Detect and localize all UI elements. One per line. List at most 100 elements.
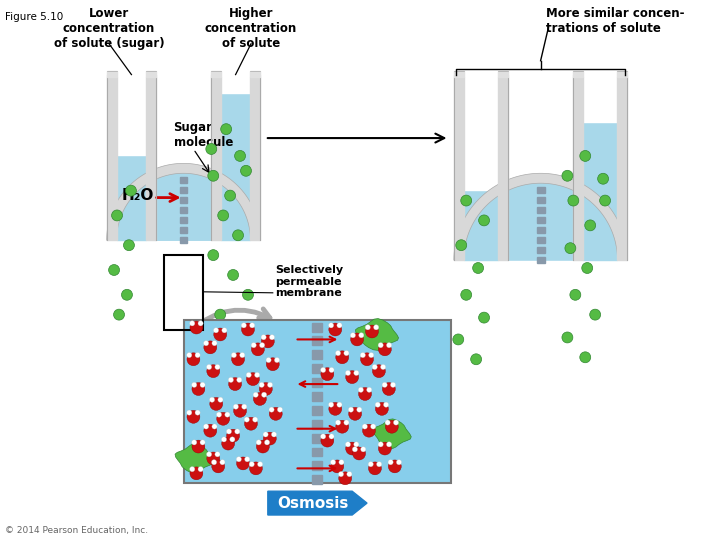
Polygon shape <box>211 77 221 240</box>
Circle shape <box>204 341 209 346</box>
Text: H₂O: H₂O <box>122 188 154 203</box>
Circle shape <box>471 354 482 364</box>
Circle shape <box>382 382 395 395</box>
Circle shape <box>261 335 266 340</box>
Circle shape <box>208 170 219 181</box>
Polygon shape <box>356 319 399 350</box>
Circle shape <box>382 382 387 387</box>
Polygon shape <box>536 227 544 233</box>
Circle shape <box>479 312 490 323</box>
Polygon shape <box>312 448 323 456</box>
Circle shape <box>190 321 203 334</box>
Polygon shape <box>536 207 544 213</box>
Circle shape <box>346 442 359 455</box>
Polygon shape <box>536 237 544 242</box>
Circle shape <box>598 173 608 184</box>
Circle shape <box>204 424 217 437</box>
Circle shape <box>271 432 276 437</box>
Circle shape <box>258 462 263 467</box>
Circle shape <box>388 460 393 465</box>
Circle shape <box>217 413 230 425</box>
Circle shape <box>387 442 392 447</box>
Circle shape <box>372 364 377 369</box>
Circle shape <box>266 358 279 370</box>
Circle shape <box>562 170 573 181</box>
Circle shape <box>336 420 348 433</box>
Circle shape <box>207 364 220 377</box>
Circle shape <box>377 462 382 467</box>
Circle shape <box>221 437 227 442</box>
Polygon shape <box>117 77 146 155</box>
Circle shape <box>366 325 379 338</box>
Circle shape <box>228 377 233 382</box>
Circle shape <box>212 424 217 429</box>
Polygon shape <box>464 190 498 260</box>
Circle shape <box>251 343 264 356</box>
Circle shape <box>195 353 200 357</box>
Circle shape <box>336 351 348 364</box>
Circle shape <box>361 353 374 366</box>
Polygon shape <box>536 197 544 203</box>
Circle shape <box>472 262 484 273</box>
Circle shape <box>348 407 354 412</box>
Polygon shape <box>464 77 498 190</box>
Text: Sugar
molecule: Sugar molecule <box>174 121 233 149</box>
Circle shape <box>351 333 364 346</box>
Circle shape <box>259 382 272 395</box>
Circle shape <box>206 144 217 154</box>
Circle shape <box>354 370 359 375</box>
Circle shape <box>585 220 595 231</box>
Circle shape <box>354 442 359 447</box>
Circle shape <box>218 397 223 402</box>
Circle shape <box>187 353 200 366</box>
Polygon shape <box>221 77 251 93</box>
Circle shape <box>192 382 197 387</box>
Polygon shape <box>146 71 156 77</box>
Polygon shape <box>179 177 187 183</box>
Circle shape <box>195 410 200 415</box>
Circle shape <box>225 412 230 417</box>
Circle shape <box>114 309 125 320</box>
Circle shape <box>344 350 349 356</box>
Circle shape <box>192 440 204 453</box>
Polygon shape <box>372 419 411 448</box>
Circle shape <box>207 364 212 369</box>
Circle shape <box>233 329 243 340</box>
Circle shape <box>366 387 372 393</box>
Circle shape <box>600 195 611 206</box>
Circle shape <box>274 357 279 363</box>
Circle shape <box>187 410 200 423</box>
Circle shape <box>351 333 356 338</box>
Circle shape <box>344 420 349 425</box>
Polygon shape <box>179 197 187 203</box>
Circle shape <box>263 432 268 437</box>
Polygon shape <box>312 378 323 387</box>
Circle shape <box>226 429 232 434</box>
Circle shape <box>261 335 274 348</box>
Circle shape <box>243 289 253 300</box>
Circle shape <box>384 402 389 407</box>
Circle shape <box>570 289 581 300</box>
Circle shape <box>112 210 122 221</box>
Circle shape <box>230 437 235 442</box>
Polygon shape <box>312 420 323 429</box>
Circle shape <box>374 325 379 330</box>
Polygon shape <box>536 256 544 262</box>
Polygon shape <box>312 336 323 346</box>
Circle shape <box>361 447 366 452</box>
Circle shape <box>109 265 120 275</box>
Circle shape <box>215 364 220 369</box>
Circle shape <box>379 442 392 455</box>
Text: Figure 5.10: Figure 5.10 <box>5 12 63 22</box>
Circle shape <box>372 364 385 377</box>
Polygon shape <box>251 71 261 77</box>
Circle shape <box>320 434 325 439</box>
Circle shape <box>330 460 343 473</box>
Polygon shape <box>454 173 627 260</box>
Polygon shape <box>582 77 618 123</box>
Circle shape <box>229 377 241 390</box>
Circle shape <box>253 392 258 397</box>
Circle shape <box>241 323 254 336</box>
Circle shape <box>329 434 334 439</box>
Polygon shape <box>312 392 323 401</box>
